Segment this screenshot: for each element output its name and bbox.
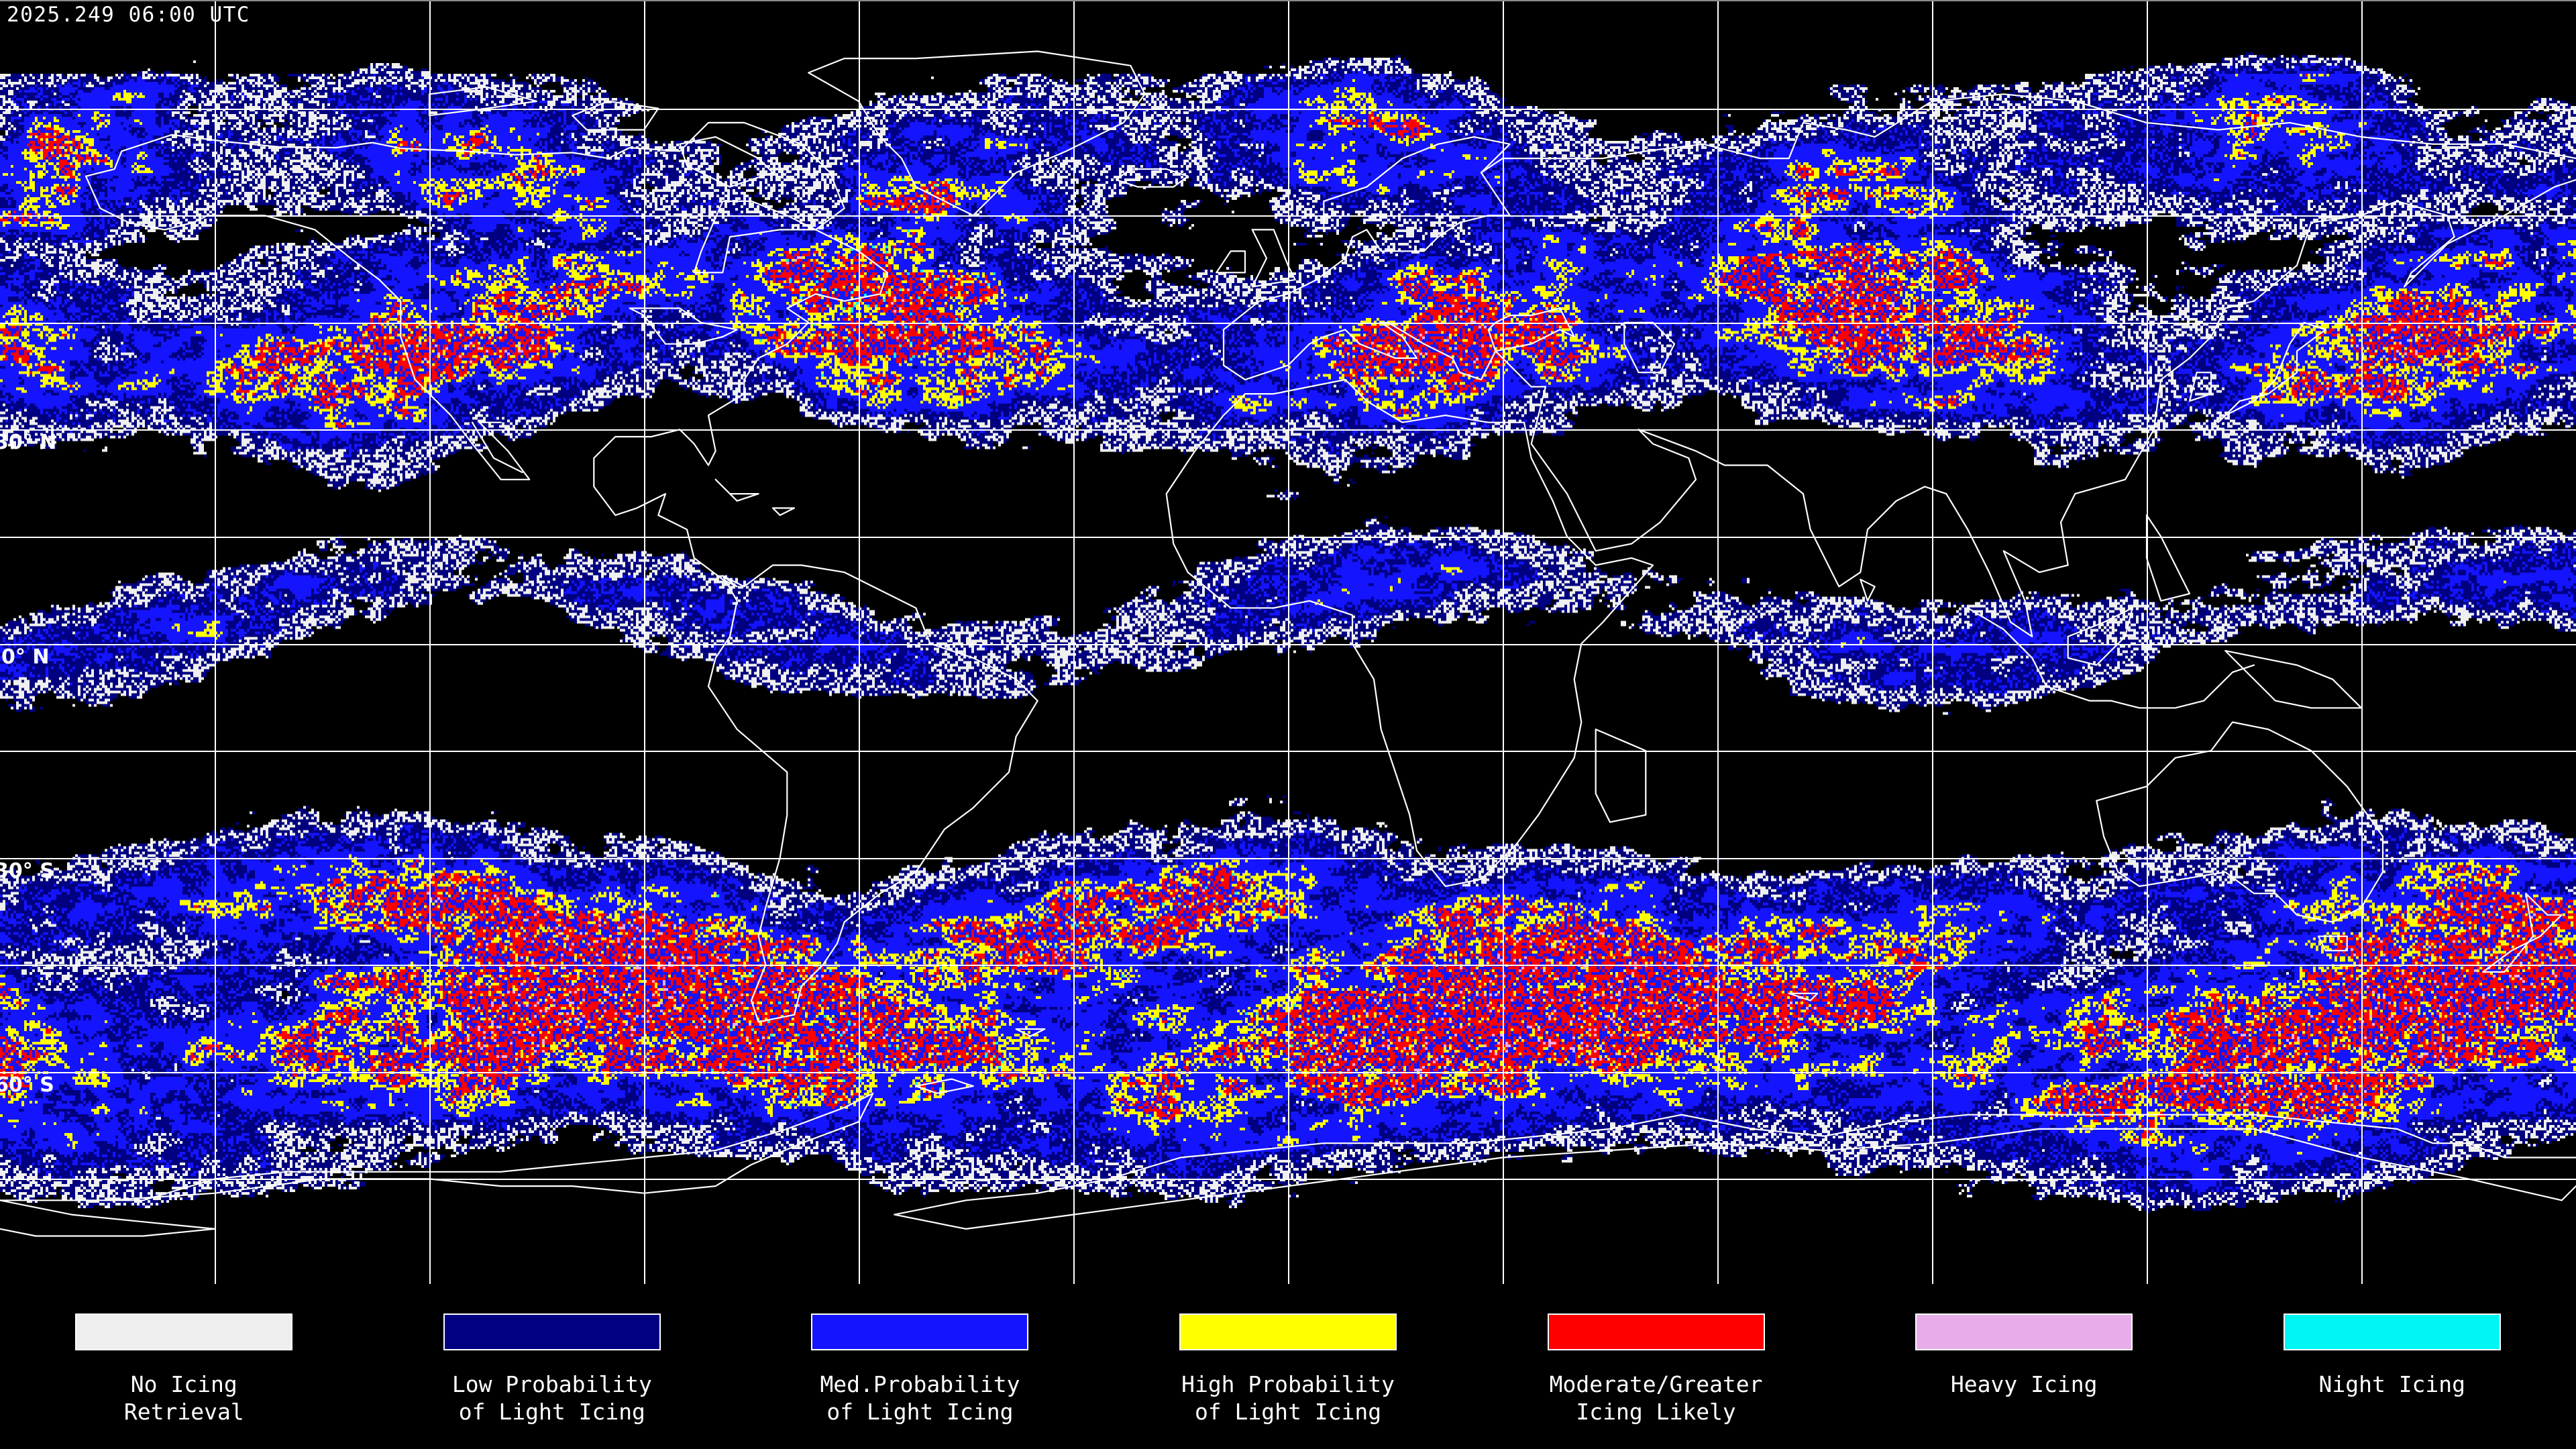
coastline-path xyxy=(1115,168,1189,188)
legend-label-line: Retrieval xyxy=(123,1399,244,1425)
coastline-path xyxy=(2482,892,2563,973)
coastline-path xyxy=(428,86,538,117)
coastline-path xyxy=(771,507,796,517)
legend-label-line: Low Probability xyxy=(451,1371,652,1397)
lat-label-minus30: 30° S xyxy=(0,859,54,883)
coastline-path xyxy=(1860,578,1876,602)
coastline-path xyxy=(1495,178,2576,637)
coastline-path xyxy=(714,478,759,502)
coastline-path xyxy=(1222,93,2576,331)
coastline-path xyxy=(2188,372,2212,402)
legend-label-line: No Icing xyxy=(130,1371,237,1397)
coastline-path xyxy=(2096,721,2384,923)
coastline-path xyxy=(85,121,888,588)
legend-label: Low Probability of Light Icing xyxy=(452,1371,652,1426)
coastline-path xyxy=(572,100,659,131)
coastline-path xyxy=(1222,307,1575,380)
legend-label-line: of Light Icing xyxy=(826,1399,1014,1425)
coastline-path xyxy=(1165,378,1654,888)
legend-label: High Probability of Light Icing xyxy=(1181,1371,1395,1426)
coastline-path xyxy=(679,136,774,188)
legend-label-line: Heavy Icing xyxy=(1950,1371,2098,1397)
coastline-path xyxy=(2224,650,2363,709)
legend-label-line: of Light Icing xyxy=(458,1399,645,1425)
lat-label-0: 0° N xyxy=(1,645,50,669)
coastline-path xyxy=(1323,136,1511,231)
map-panel: 2025.249 06:00 UTC 30° N 0° N 30° S 60° S xyxy=(0,0,2576,1285)
coastline-path xyxy=(1216,250,1246,274)
legend-label: Night Icing xyxy=(2318,1371,2465,1398)
coastline-path xyxy=(2317,935,2348,952)
coastline-path xyxy=(1251,229,1296,288)
coastline-path xyxy=(629,307,738,345)
lat-label-minus60: 60° S xyxy=(0,1073,54,1097)
coastline-path xyxy=(1015,1028,1046,1037)
coastline-path xyxy=(894,1114,2576,1230)
legend-label-line: Icing Likely xyxy=(1576,1399,1736,1425)
coastline-path xyxy=(2217,321,2326,423)
legend-item: Heavy Icing xyxy=(1840,1285,2208,1449)
coastline-path xyxy=(707,564,1038,1023)
legend-swatch xyxy=(1179,1313,1397,1350)
legend-item: Moderate/Greater Icing Likely xyxy=(1472,1285,1840,1449)
legend-label: Heavy Icing xyxy=(1951,1371,2098,1398)
coastline-path xyxy=(2145,514,2191,602)
legend-label: Moderate/Greater Icing Likely xyxy=(1550,1371,1763,1426)
legend-label-line: Med.Probability xyxy=(820,1371,1020,1397)
coastline-path xyxy=(808,50,1146,217)
legend-item: No Icing Retrieval xyxy=(0,1285,368,1449)
coastline-path xyxy=(471,421,523,474)
coastline-layer xyxy=(0,50,2576,1237)
legend-item: High Probability of Light Icing xyxy=(1104,1285,1472,1449)
coastline-path xyxy=(85,175,531,480)
legend-item: Low Probability of Light Icing xyxy=(368,1285,737,1449)
legend-swatch xyxy=(1915,1313,2133,1350)
coastline-path xyxy=(0,1092,874,1201)
coastline-path xyxy=(915,1078,974,1094)
legend-swatch xyxy=(75,1313,293,1350)
coastline-path xyxy=(1788,992,1819,1002)
coastline-path xyxy=(1967,607,2255,709)
legend-swatch xyxy=(1547,1313,1765,1350)
legend-panel: No Icing Retrieval Low Probability of Light… xyxy=(0,1285,2576,1449)
legend-label-line: of Light Icing xyxy=(1194,1399,1382,1425)
coastline-path xyxy=(2067,607,2133,666)
legend-swatch xyxy=(443,1313,661,1350)
coastline-path xyxy=(1623,321,1676,374)
legend-swatch xyxy=(811,1313,1029,1350)
lat-label-30: 30° N xyxy=(0,431,57,455)
legend-swatch xyxy=(2283,1313,2501,1350)
timestamp-label: 2025.249 06:00 UTC xyxy=(7,3,250,27)
legend-item: Med.Probability of Light Icing xyxy=(736,1285,1104,1449)
legend-label: Med.Probability of Light Icing xyxy=(820,1371,1020,1426)
legend-row: No Icing Retrieval Low Probability of Light… xyxy=(0,1285,2576,1449)
legend-label: No Icing Retrieval xyxy=(124,1371,244,1426)
coastline-path xyxy=(0,1199,216,1237)
coastline-path xyxy=(1595,729,1647,823)
legend-label-line: Moderate/Greater xyxy=(1549,1371,1763,1397)
legend-label-line: High Probability xyxy=(1181,1371,1395,1397)
legend-item: Night Icing xyxy=(2208,1285,2576,1449)
legend-label-line: Night Icing xyxy=(2318,1371,2466,1397)
